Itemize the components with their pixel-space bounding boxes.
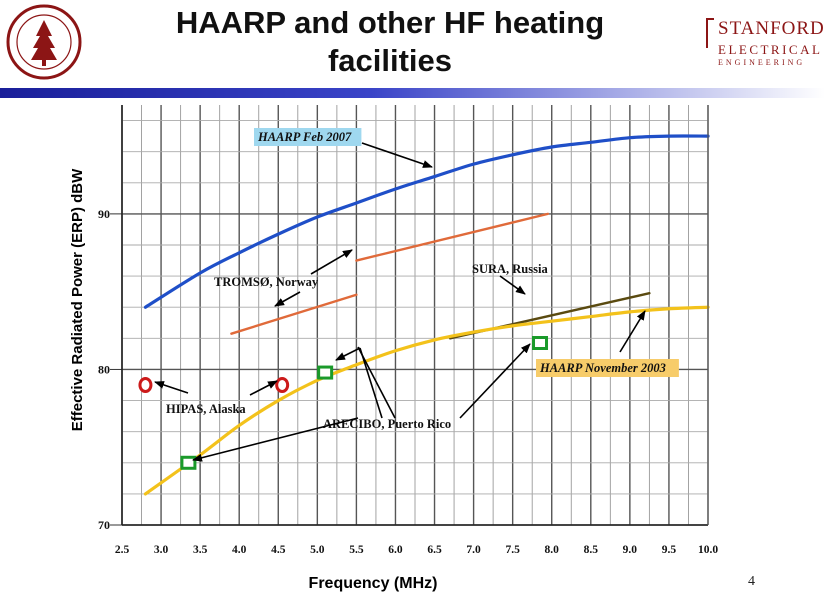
title-line-2: facilities [327,43,453,78]
label-sura-russia: SURA, Russia [472,262,548,276]
x-tick-label: 4.0 [232,544,247,556]
x-tick-label: 10.0 [698,544,718,556]
x-tick-label: 8.0 [545,544,560,556]
x-tick-label: 6.0 [388,544,403,556]
series-line [355,212,550,262]
title-divider-bar [0,88,825,98]
slide-title: HAARP and other HF heating facilities [130,4,650,80]
arrow-tromso-upper [310,249,353,275]
series-line [143,305,710,496]
y-tick-label: 70 [98,518,110,532]
stanford-seal-icon [6,4,82,80]
label-hipas-alaska: HIPAS, Alaska [166,402,246,416]
chart-series [143,134,710,496]
x-axis-label: Frequency (MHz) [309,575,438,592]
arecibo-marker [180,455,197,470]
x-tick-label: 3.5 [193,544,208,556]
arecibo-leader-line [359,347,383,419]
title-line-1: HAARP and other HF heating [175,5,605,40]
arrow-sura-russia [499,275,526,295]
hipas-marker [275,377,290,393]
y-axis-label: Effective Radiated Power (ERP) dBW [69,168,86,431]
label-haarp-nov-2003-box [536,359,679,377]
logo-main-text: STANFORD [718,18,825,39]
page-number: 4 [748,574,755,589]
arrow-tromso-lower [274,291,301,307]
x-tick-label: 6.5 [427,544,442,556]
label-haarp-nov-2003: HAARP November 2003 [539,361,666,375]
arecibo-marker [317,365,334,380]
x-tick-label: 7.0 [466,544,481,556]
series-line [143,134,710,309]
chart-markers [138,336,549,470]
logo-sub-text-1: ELECTRICAL [718,42,823,57]
x-tick-label: 4.5 [271,544,286,556]
label-arecibo-puerto-rico: ARECIBO, Puerto Rico [323,417,451,431]
logo-bracket [706,18,714,48]
y-tick-label: 80 [98,362,110,376]
hipas-marker [138,377,153,393]
y-tick-label: 90 [98,207,110,221]
arrow-haarp-feb-2007 [361,142,433,168]
series-line [230,293,358,335]
x-tick-label: 7.5 [505,544,520,556]
chart-annotations: HAARP Feb 2007 TROMSØ, Norway SURA, Russia… [154,128,679,462]
stanford-ee-logo: STANFORD ELECTRICAL ENGINEERING [700,14,825,74]
logo-sub-text-2: ENGINEERING [718,58,806,67]
arrow-arecibo-right [459,343,531,419]
label-tromso-norway: TROMSØ, Norway [214,275,319,289]
chart-axes: 2.5 3.0 3.5 4.0 4.5 5.0 5.5 6.0 6.5 7.0 7.5 8.0 8.5 9… [98,105,718,556]
chart-grid [121,105,709,526]
arrow-arecibo-left [192,417,359,462]
x-tick-label: 9.5 [662,544,677,556]
x-tick-label: 5.0 [310,544,325,556]
x-tick-label: 3.0 [154,544,169,556]
arrow-arecibo-middle [335,347,361,361]
x-tick-label: 8.5 [584,544,599,556]
x-tick-label: 5.5 [349,544,364,556]
arecibo-marker [532,336,549,350]
label-haarp-feb-2007-box [254,128,362,146]
x-tick-label: 2.5 [115,544,130,556]
arrow-hipas-left [154,381,189,394]
arrow-hipas-right [249,380,278,396]
label-haarp-feb-2007: HAARP Feb 2007 [257,130,352,144]
arrow-haarp-nov-2003 [619,310,646,353]
x-tick-label: 9.0 [623,544,638,556]
